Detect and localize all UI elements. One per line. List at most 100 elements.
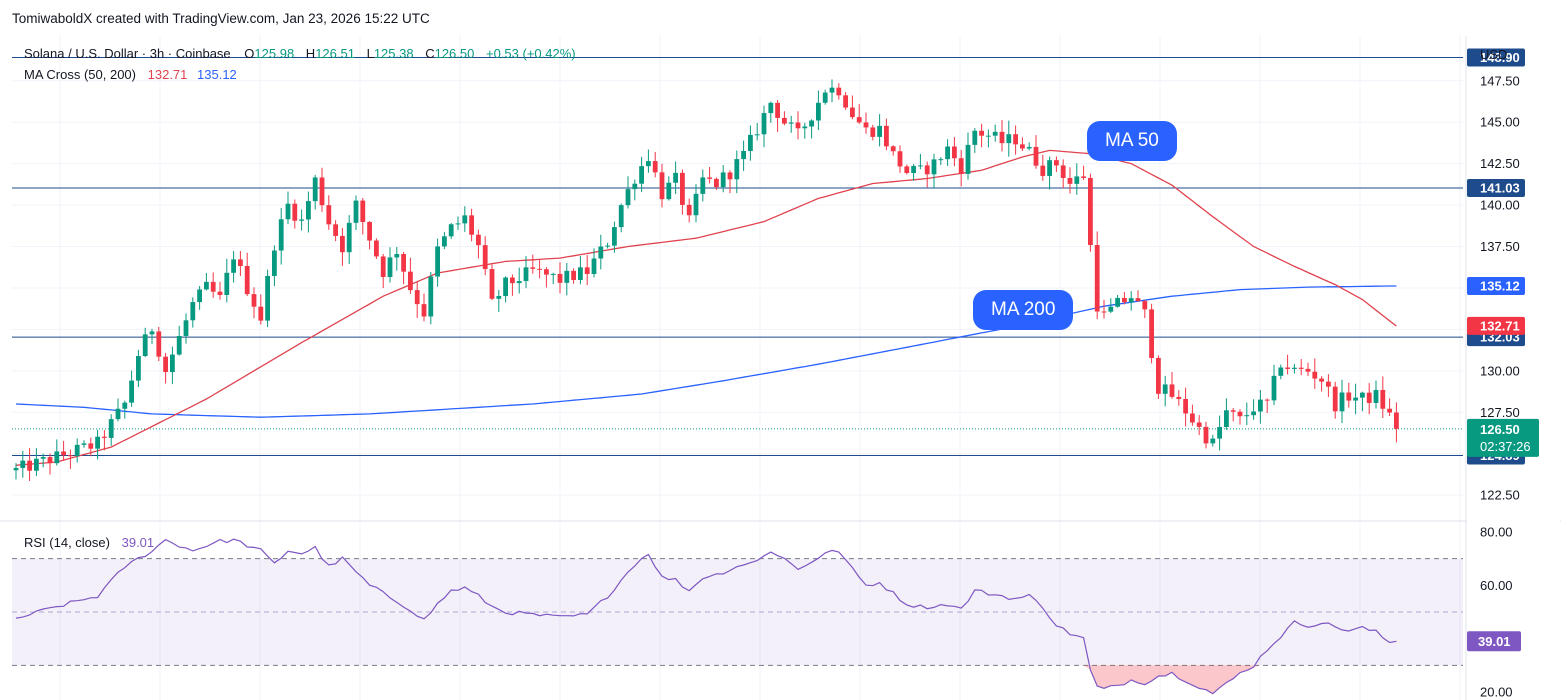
candle[interactable] [102, 430, 107, 451]
candle[interactable] [1020, 137, 1025, 152]
candle[interactable] [884, 118, 889, 151]
candle[interactable] [244, 252, 250, 297]
candle[interactable] [47, 453, 53, 475]
candle[interactable] [1013, 125, 1018, 155]
candle[interactable] [1298, 358, 1304, 376]
candle[interactable] [292, 199, 298, 229]
candle[interactable] [958, 149, 964, 187]
candle[interactable] [68, 449, 73, 469]
candle[interactable] [666, 176, 672, 201]
candle[interactable] [231, 251, 236, 283]
candle[interactable] [965, 132, 971, 180]
candle[interactable] [299, 209, 304, 231]
candle[interactable] [122, 400, 128, 419]
candle[interactable] [1237, 409, 1243, 425]
candle[interactable] [1115, 295, 1120, 308]
candle[interactable] [190, 297, 196, 328]
candle[interactable] [95, 429, 100, 460]
candle[interactable] [816, 90, 821, 130]
candle[interactable] [1312, 358, 1318, 390]
candle[interactable] [986, 129, 991, 148]
candle[interactable] [870, 124, 876, 141]
currency-button[interactable]: USD [1480, 47, 1508, 62]
candle[interactable] [170, 346, 175, 385]
candle[interactable] [972, 128, 978, 153]
ma-legend[interactable]: MA Cross (50, 200) 132.71 135.12 [24, 67, 237, 82]
candle[interactable] [435, 238, 440, 287]
candle[interactable] [680, 169, 685, 215]
candle[interactable] [272, 245, 277, 287]
candle[interactable] [1244, 402, 1250, 426]
candle[interactable] [1162, 375, 1168, 407]
candle[interactable] [584, 255, 590, 286]
candle[interactable] [442, 231, 447, 250]
candle[interactable] [1210, 434, 1216, 447]
candle[interactable] [1224, 398, 1229, 430]
candle[interactable] [1271, 364, 1277, 406]
candle[interactable] [1230, 408, 1236, 422]
candle[interactable] [829, 79, 835, 103]
candle[interactable] [108, 414, 114, 446]
candle[interactable] [394, 246, 400, 271]
candle[interactable] [1305, 362, 1311, 377]
candle[interactable] [544, 267, 549, 288]
candle[interactable] [1040, 154, 1046, 181]
candle[interactable] [1190, 404, 1195, 426]
candle[interactable] [1101, 299, 1107, 319]
candle[interactable] [129, 370, 134, 407]
candle[interactable] [306, 191, 311, 233]
candle[interactable] [775, 99, 780, 132]
candle[interactable] [1026, 142, 1032, 151]
candle[interactable] [598, 234, 604, 270]
candle[interactable] [374, 238, 379, 259]
candle[interactable] [469, 208, 474, 242]
candle[interactable] [421, 293, 427, 322]
candle[interactable] [176, 325, 182, 356]
candle[interactable] [1346, 382, 1352, 408]
candle[interactable] [183, 313, 189, 344]
candle[interactable] [700, 169, 706, 202]
candle[interactable] [952, 137, 957, 167]
candle[interactable] [1196, 415, 1202, 436]
candle[interactable] [1108, 298, 1114, 314]
candle[interactable] [564, 263, 570, 296]
candle[interactable] [1217, 415, 1222, 451]
candle[interactable] [1033, 135, 1039, 169]
candle[interactable] [924, 161, 930, 188]
candle[interactable] [346, 215, 352, 264]
candle[interactable] [727, 170, 733, 194]
candle[interactable] [401, 251, 406, 285]
candle[interactable] [693, 184, 699, 223]
candle[interactable] [1006, 120, 1012, 157]
candle[interactable] [1122, 292, 1127, 305]
candle[interactable] [741, 140, 746, 171]
candle[interactable] [1060, 159, 1066, 189]
candle[interactable] [686, 198, 692, 223]
candle[interactable] [210, 272, 216, 298]
candle[interactable] [428, 271, 434, 325]
candle[interactable] [224, 258, 230, 303]
candle[interactable] [1278, 364, 1284, 380]
candle[interactable] [367, 221, 372, 250]
candle[interactable] [1183, 387, 1188, 427]
candle[interactable] [945, 139, 950, 166]
candle[interactable] [918, 153, 923, 170]
candle[interactable] [1353, 383, 1358, 415]
candle[interactable] [714, 177, 719, 191]
candle[interactable] [782, 111, 787, 126]
candle[interactable] [156, 326, 162, 362]
candle[interactable] [408, 257, 413, 294]
candle[interactable] [1128, 291, 1134, 311]
candle[interactable] [1285, 354, 1290, 375]
candle[interactable] [1088, 173, 1093, 252]
candle[interactable] [61, 440, 66, 461]
candle[interactable] [81, 440, 87, 448]
candle[interactable] [142, 327, 148, 358]
candle[interactable] [353, 195, 359, 230]
candle[interactable] [285, 191, 291, 225]
candle[interactable] [1054, 156, 1059, 172]
candle[interactable] [54, 439, 60, 466]
candle[interactable] [1292, 363, 1297, 374]
candle[interactable] [204, 272, 209, 291]
candle[interactable] [788, 115, 794, 133]
